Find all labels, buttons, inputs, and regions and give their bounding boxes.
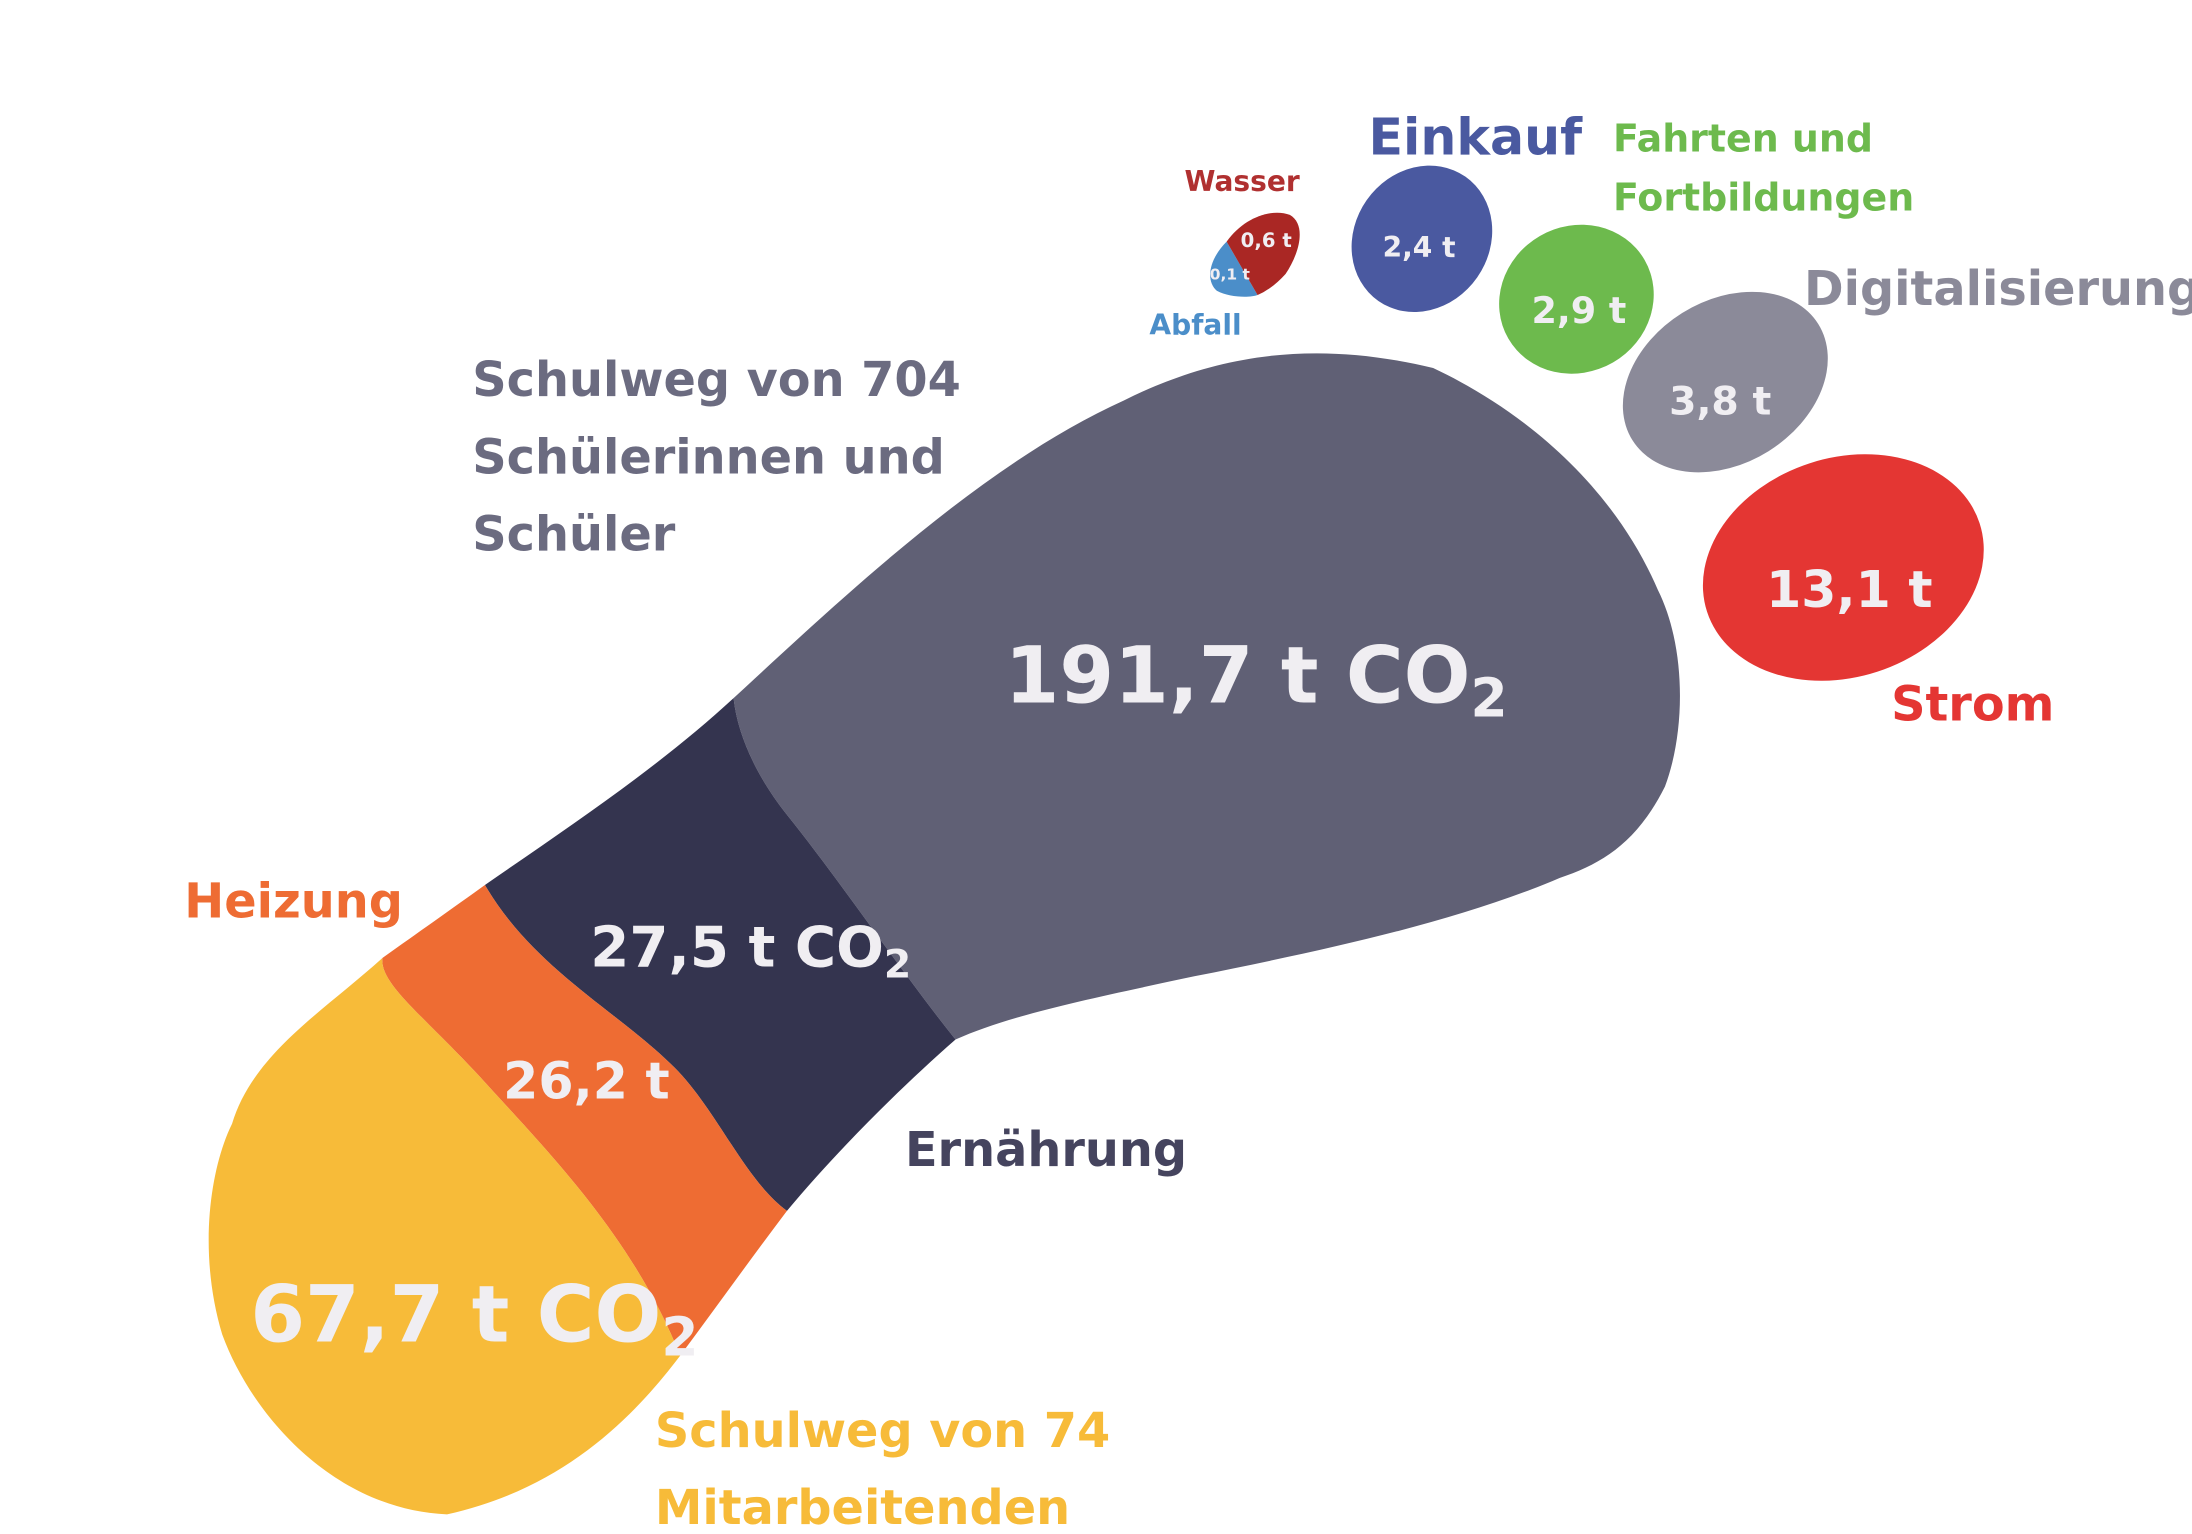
segment-heizung (382, 885, 787, 1356)
label-wasser: Wasser (1184, 165, 1299, 198)
value-digitalisierung: 3,8 t (1669, 378, 1771, 424)
segment-ernaehrung (484, 698, 956, 1211)
value-heizung: 26,2 t (503, 1052, 670, 1111)
label-schulweg-mitarbeitende: Schulweg von 74 Mitarbeitenden (655, 1404, 1127, 1534)
toe-strom (1702, 454, 1984, 681)
value-strom: 13,1 t (1766, 560, 1933, 619)
toe-digitalisierung (1622, 291, 1828, 473)
value-einkauf: 2,4 t (1383, 231, 1456, 264)
value-schulweg-mitarbeitende: 67,7 t CO2 (250, 1269, 698, 1369)
toe-einkauf (1351, 165, 1493, 313)
value-wasser: 0,6 t (1241, 229, 1292, 252)
toe-abfall (1210, 241, 1258, 297)
label-ernaehrung: Ernährung (905, 1123, 1187, 1178)
label-strom: Strom (1891, 678, 2054, 733)
label-fahrten: Fahrten und Fortbildungen (1613, 117, 1914, 220)
value-fahrten: 2,9 t (1531, 289, 1626, 332)
toe-wasser (1226, 212, 1300, 295)
value-ernaehrung: 27,5 t CO2 (590, 915, 911, 987)
label-digitalisierung: Digitalisierung (1804, 262, 2192, 317)
toe-fahrten (1499, 224, 1654, 374)
value-abfall: 0,1 t (1210, 266, 1251, 284)
label-abfall: Abfall (1149, 308, 1241, 341)
label-schulweg-schueler: Schulweg von 704 Schülerinnen und Schüle… (472, 353, 977, 563)
label-heizung: Heizung (184, 874, 403, 929)
segment-schulweg-schueler (733, 353, 1680, 1040)
value-schulweg-schueler: 191,7 t CO2 (1005, 629, 1508, 729)
label-einkauf: Einkauf (1369, 108, 1584, 167)
segment-schulweg-mitarbeitende (208, 958, 681, 1515)
